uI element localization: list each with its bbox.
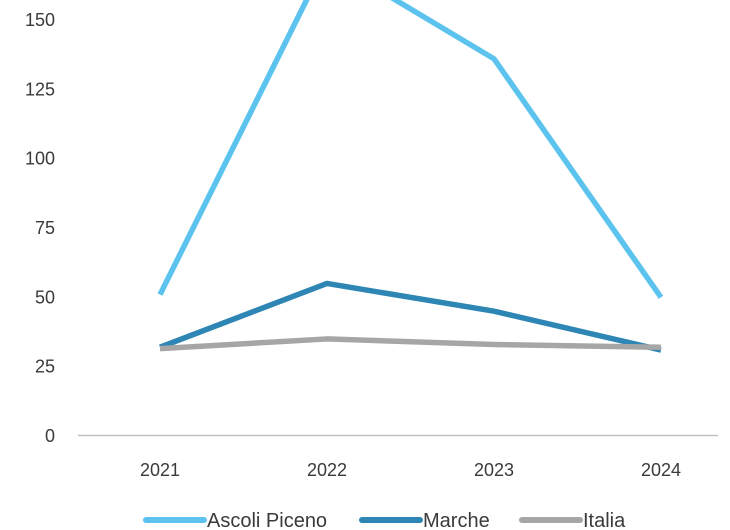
series-line-ascoli-piceno xyxy=(157,0,664,299)
series-line-italia xyxy=(159,336,662,352)
y-tick-label: 0 xyxy=(45,426,55,446)
y-tick-label: 150 xyxy=(25,10,55,30)
x-tick-label: 2022 xyxy=(307,460,347,480)
y-tick-label: 125 xyxy=(25,79,55,99)
x-tick-label: 2024 xyxy=(641,460,681,480)
legend-label: Marche xyxy=(423,510,490,530)
legend-label: Italia xyxy=(583,510,626,530)
x-tick-label: 2023 xyxy=(474,460,514,480)
series-line-marche xyxy=(159,280,662,353)
x-tick-label: 2021 xyxy=(140,460,180,480)
series-layer xyxy=(157,0,664,353)
y-tick-label: 25 xyxy=(35,357,55,377)
y-axis: 0 25 50 75 100 125 150 xyxy=(25,10,55,446)
legend: Ascoli Piceno Marche Italia xyxy=(143,510,626,530)
y-tick-label: 100 xyxy=(25,149,55,169)
x-axis: 2021 2022 2023 2024 xyxy=(78,434,718,480)
legend-label: Ascoli Piceno xyxy=(207,510,327,530)
y-tick-label: 50 xyxy=(35,287,55,307)
y-tick-label: 75 xyxy=(35,218,55,238)
